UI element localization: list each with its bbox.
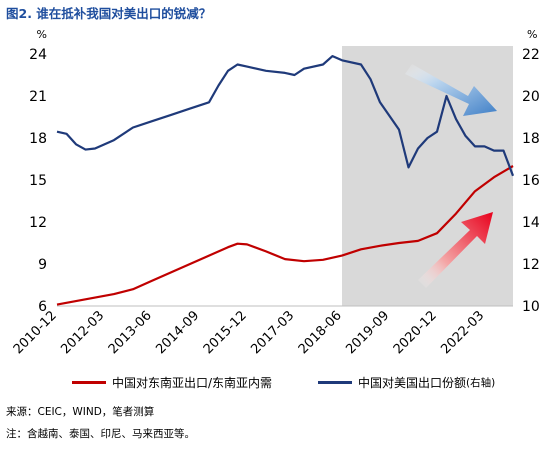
right-tick-label: 14 [522,215,540,231]
left-tick-label: 9 [38,257,47,273]
x-tick-label: 2014-09 [153,308,202,357]
right-tick-label: 16 [522,173,540,189]
left-tick-label: 24 [29,47,47,63]
x-tick-label: 2018-06 [296,308,345,357]
legend-label-blue-suffix: (右轴) [466,377,496,389]
x-tick-label: 2022-03 [438,308,487,357]
x-tick-label: 2015-12 [201,308,250,357]
left-tick-label: 6 [38,299,47,315]
right-unit-label: % [527,28,537,41]
left-tick-label: 21 [29,89,47,105]
x-tick-label: 2019-09 [343,308,392,357]
legend: 中国对东南亚出口/东南亚内需 中国对美国出口份额 (右轴) [0,374,550,396]
source-note: 来源：CEIC，WIND，笔者测算 [6,406,155,418]
left-unit-label: % [37,28,47,41]
x-tick-label: 2010-12 [11,308,60,357]
legend-swatch-blue [318,381,352,384]
right-tick-label: 12 [522,257,540,273]
legend-label-red: 中国对东南亚出口/东南亚内需 [112,376,273,390]
right-tick-label: 18 [522,131,540,147]
right-tick-label: 22 [522,47,540,63]
down-arrow-icon [405,64,497,116]
x-tick-label: 2012-03 [58,308,107,357]
line-chart: 6 9 12 15 18 21 24 10 12 14 16 18 20 22% % 2010-122012-… [11,28,540,357]
x-tick-label: 2017-03 [248,308,297,357]
up-arrow-icon [418,212,493,288]
shaded-region [342,46,513,306]
left-tick-label: 18 [29,131,47,147]
legend-label-blue: 中国对美国出口份额 [358,376,467,390]
footnote: 注：含越南、泰国、印尼、马来西亚等。 [6,428,195,440]
left-tick-label: 15 [29,173,47,189]
legend-item-red: 中国对东南亚出口/东南亚内需 [72,374,272,391]
x-tick-label: 2020-12 [391,308,440,357]
chart-title: 图2. 谁在抵补我国对美出口的锐减？ [6,6,212,21]
series-line-blue [56,55,515,177]
legend-swatch-red [72,381,106,384]
series-line-red [56,165,514,306]
legend-item-blue: 中国对美国出口份额 (右轴) [318,374,495,391]
x-tick-label: 2013-06 [106,308,155,357]
right-tick-label: 10 [522,299,540,315]
right-tick-label: 20 [522,89,540,105]
left-tick-label: 12 [29,215,47,231]
